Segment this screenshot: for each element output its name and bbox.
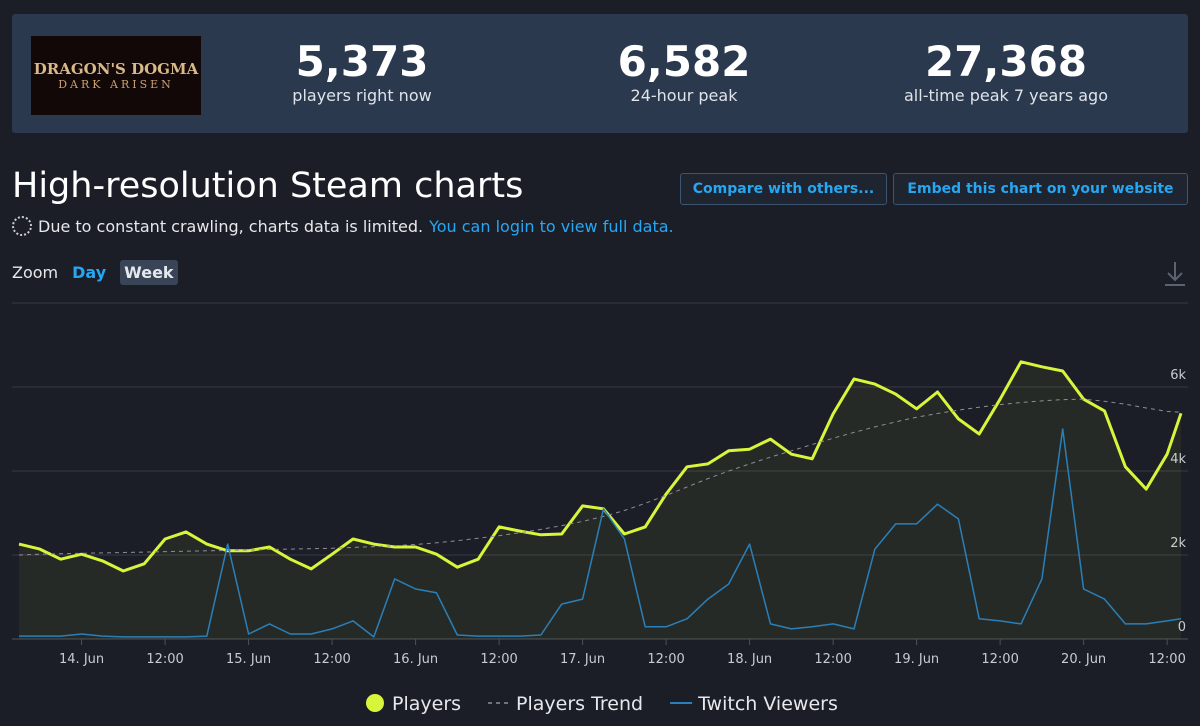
stat: 6,582 24-hour peak: [534, 37, 834, 106]
x-tick-label: 16. Jun: [393, 652, 438, 667]
logo-text: DRAGON'S DOGMA: [33, 60, 199, 78]
compare-button[interactable]: Compare with others...: [680, 173, 887, 205]
page-title: High-resolution Steam charts: [12, 166, 524, 206]
y-tick-label: 4k: [1170, 452, 1186, 467]
header: DRAGON'S DOGMA DARK ARISEN 5,373 players r…: [12, 14, 1188, 133]
login-link[interactable]: You can login to view full data.: [429, 216, 674, 236]
x-tick-label: 12:00: [981, 652, 1018, 667]
x-tick-label: 19. Jun: [894, 652, 939, 667]
x-tick-label: 17. Jun: [560, 652, 605, 667]
notice-icon: [12, 216, 32, 236]
zoom-option[interactable]: Day: [72, 263, 107, 282]
x-tick-label: 12:00: [313, 652, 350, 667]
stat-value: 5,373: [295, 37, 429, 86]
notice-text: Due to constant crawling, charts data is…: [38, 216, 424, 236]
stat-value: 6,582: [617, 37, 751, 86]
legend-label[interactable]: Players Trend: [516, 693, 643, 715]
legend-label[interactable]: Players: [392, 693, 461, 715]
stat: 5,373 players right now: [212, 37, 512, 106]
x-tick-label: 15. Jun: [226, 652, 271, 667]
legend-symbol: [366, 694, 384, 712]
players-area: [18, 361, 1182, 639]
download-icon[interactable]: [1165, 262, 1185, 286]
x-tick-label: 12:00: [146, 652, 183, 667]
notice: Due to constant crawling, charts data is…: [12, 216, 674, 236]
x-tick-label: 14. Jun: [59, 652, 104, 667]
game-logo[interactable]: DRAGON'S DOGMA DARK ARISEN: [31, 36, 201, 115]
x-tick-label: 20. Jun: [1061, 652, 1106, 667]
logo-text: DARK ARISEN: [58, 78, 174, 91]
stat-label: all-time peak 7 years ago: [904, 86, 1108, 105]
zoom-label: Zoom: [12, 263, 59, 282]
x-tick-label: 12:00: [1148, 652, 1185, 667]
x-tick-label: 12:00: [647, 652, 684, 667]
stat-value: 27,368: [924, 37, 1088, 86]
y-tick-label: 6k: [1170, 368, 1186, 383]
zoom: Zoom Day Week: [12, 260, 178, 285]
stat-label: 24-hour peak: [630, 86, 738, 105]
zoom-option[interactable]: Week: [120, 260, 178, 285]
y-tick-label: 0: [1178, 620, 1186, 635]
x-tick-label: 18. Jun: [727, 652, 772, 667]
stat-label: players right now: [292, 86, 432, 105]
embed-button[interactable]: Embed this chart on your website: [893, 173, 1188, 205]
series-line: [18, 398, 1182, 556]
series-line: [19, 428, 1182, 638]
stat: 27,368 all-time peak 7 years ago: [856, 37, 1156, 106]
x-tick-label: 12:00: [814, 652, 851, 667]
y-tick-label: 2k: [1170, 536, 1186, 551]
x-tick-label: 12:00: [480, 652, 517, 667]
legend-label[interactable]: Twitch Viewers: [697, 693, 838, 715]
